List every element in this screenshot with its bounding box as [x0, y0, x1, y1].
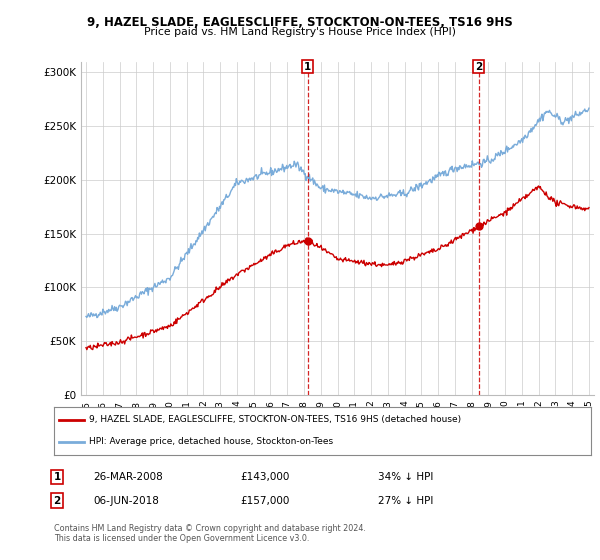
Text: Contains HM Land Registry data © Crown copyright and database right 2024.
This d: Contains HM Land Registry data © Crown c… [54, 524, 366, 543]
Text: 1: 1 [304, 62, 311, 72]
Text: £157,000: £157,000 [240, 496, 289, 506]
Text: £143,000: £143,000 [240, 472, 289, 482]
Text: 9, HAZEL SLADE, EAGLESCLIFFE, STOCKTON-ON-TEES, TS16 9HS (detached house): 9, HAZEL SLADE, EAGLESCLIFFE, STOCKTON-O… [89, 416, 461, 424]
Text: 2: 2 [53, 496, 61, 506]
Text: 1: 1 [53, 472, 61, 482]
Text: 9, HAZEL SLADE, EAGLESCLIFFE, STOCKTON-ON-TEES, TS16 9HS: 9, HAZEL SLADE, EAGLESCLIFFE, STOCKTON-O… [87, 16, 513, 29]
Text: 2: 2 [475, 62, 482, 72]
Text: 26-MAR-2008: 26-MAR-2008 [93, 472, 163, 482]
Text: 06-JUN-2018: 06-JUN-2018 [93, 496, 159, 506]
Text: HPI: Average price, detached house, Stockton-on-Tees: HPI: Average price, detached house, Stoc… [89, 437, 333, 446]
Text: 27% ↓ HPI: 27% ↓ HPI [378, 496, 433, 506]
Text: 34% ↓ HPI: 34% ↓ HPI [378, 472, 433, 482]
Text: Price paid vs. HM Land Registry's House Price Index (HPI): Price paid vs. HM Land Registry's House … [144, 27, 456, 37]
